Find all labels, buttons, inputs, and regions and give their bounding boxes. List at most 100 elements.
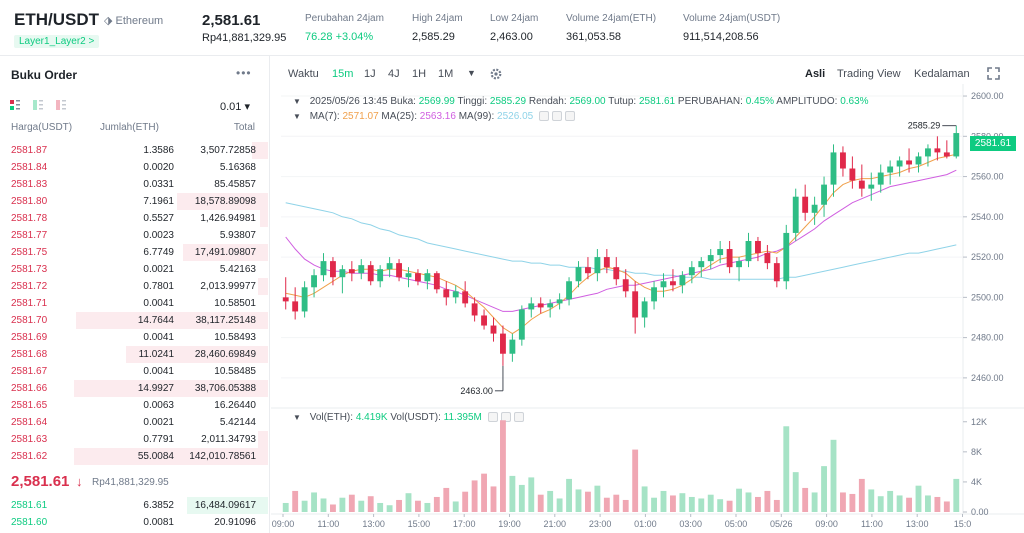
ask-row[interactable]: 2581.73 0.0021 5.42163 [0, 261, 270, 278]
order-price: 2581.63 [11, 434, 48, 445]
view-tradingview[interactable]: Trading View [837, 68, 901, 80]
candle-body [849, 168, 856, 181]
candle-body [641, 301, 648, 318]
volume-bar [452, 501, 459, 512]
interval-4j[interactable]: 4J [388, 68, 400, 80]
view-original[interactable]: Asli [805, 68, 826, 80]
price-tick-label: 2480.00 [971, 333, 1004, 343]
more-icon[interactable]: ••• [236, 66, 252, 80]
ask-row[interactable]: 2581.77 0.0023 5.93807 [0, 227, 270, 244]
candle-body [566, 281, 572, 300]
ask-row[interactable]: 2581.70 14.7644 38,117.25148 [0, 312, 270, 329]
category-tag[interactable]: Layer1_Layer2 > [14, 35, 100, 48]
ma-info: ▼ MA(7): 2571.07 MA(25): 2563.16 MA(99):… [293, 111, 575, 122]
view-depth[interactable]: Kedalaman [914, 68, 970, 80]
volume-bar [622, 499, 629, 512]
bid-row[interactable]: 2581.61 6.3852 16,484.09617 [0, 497, 270, 514]
stat-change-label: Perubahan 24jam [305, 13, 384, 24]
volume-bar [688, 496, 695, 512]
interval-15m[interactable]: 15m [332, 68, 354, 80]
ask-row[interactable]: 2581.71 0.0041 10.58501 [0, 295, 270, 312]
interval-1j[interactable]: 1J [364, 68, 376, 80]
last-price-idr: Rp41,881,329.95 [202, 32, 287, 44]
precision-select[interactable]: 0.01 ▾ [220, 101, 250, 113]
settings-icon[interactable] [551, 111, 562, 122]
interval-1h[interactable]: 1H [412, 68, 427, 80]
low-marker-label: 2463.00 [460, 386, 493, 396]
ask-row[interactable]: 2581.66 14.9927 38,706.05388 [0, 380, 270, 397]
eye-icon[interactable] [487, 412, 498, 423]
depth-bar [74, 448, 268, 465]
ask-row[interactable]: 2581.67 0.0041 10.58485 [0, 363, 270, 380]
candle-body [500, 333, 506, 354]
ask-row[interactable]: 2581.68 11.0241 28,460.69849 [0, 346, 270, 363]
candle-body [802, 196, 809, 213]
interval-1m[interactable]: 1M [438, 68, 454, 80]
time-tick-label: 15:0 [954, 519, 972, 529]
ohlc-info: ▼ 2025/05/26 13:45 Buka: 2569.99 Tinggi:… [293, 96, 869, 107]
ask-row[interactable]: 2581.64 0.0021 5.42144 [0, 414, 270, 431]
order-amount: 0.0081 [143, 517, 174, 528]
ask-row[interactable]: 2581.62 55.0084 142,010.78561 [0, 448, 270, 465]
ask-row[interactable]: 2581.65 0.0063 16.26440 [0, 397, 270, 414]
collapse-caret-icon[interactable]: ▼ [293, 97, 301, 106]
candle-body [755, 240, 761, 254]
candle-body [452, 291, 459, 298]
order-total: 2,013.99977 [200, 281, 256, 292]
order-amount: 0.0041 [143, 366, 174, 377]
time-tick-label: 13:00 [362, 519, 385, 529]
ask-row[interactable]: 2581.72 0.7801 2,013.99977 [0, 278, 270, 295]
ma99-line [285, 202, 957, 280]
settings-icon[interactable] [500, 412, 511, 423]
ask-row[interactable]: 2581.83 0.0331 85.45857 [0, 176, 270, 193]
asks-only-icon[interactable] [56, 100, 66, 110]
gear-icon[interactable] [490, 68, 502, 80]
volume-bar [641, 486, 648, 512]
mid-price-idr: Rp41,881,329.95 [92, 477, 169, 488]
candle-body [433, 273, 440, 290]
candle-body [594, 257, 601, 274]
volume-bar [481, 473, 487, 512]
ask-row[interactable]: 2581.69 0.0041 10.58493 [0, 329, 270, 346]
candle-body [792, 196, 799, 233]
volume-bar [707, 494, 714, 512]
volume-bar [679, 493, 686, 512]
collapse-caret-icon[interactable]: ▼ [293, 413, 301, 422]
open-value: 2569.99 [418, 96, 455, 107]
candlestick-chart[interactable]: 2600.002580.002560.002540.002520.002500.… [271, 56, 1024, 533]
both-sides-icon[interactable] [10, 100, 20, 110]
candle-body [585, 267, 591, 274]
bids-only-icon[interactable] [33, 100, 43, 110]
amplitude-label: AMPLITUDO: [776, 96, 838, 107]
last-price-tag: 2581.61 [970, 136, 1016, 151]
ask-row[interactable]: 2581.75 6.7749 17,491.09807 [0, 244, 270, 261]
ask-row[interactable]: 2581.78 0.5527 1,426.94981 [0, 210, 270, 227]
bid-row[interactable]: 2581.60 0.0081 20.91096 [0, 514, 270, 531]
stat-high-label: High 24jam [412, 13, 463, 24]
candle-body [311, 275, 317, 288]
candle-body [707, 255, 714, 262]
more-intervals-dropdown-icon[interactable]: ▼ [467, 68, 476, 78]
pair-title[interactable]: ETH/USDT [14, 10, 99, 29]
volume-tick-label: 4K [971, 477, 982, 487]
high-value: 2585.29 [489, 96, 527, 107]
order-amount: 1.3586 [143, 145, 174, 156]
close-value: 2581.61 [638, 96, 676, 107]
close-icon[interactable] [513, 412, 524, 423]
fullscreen-icon[interactable] [987, 67, 1000, 80]
network-icon: ⬗ [104, 15, 113, 27]
order-total: 10.58485 [214, 366, 256, 377]
collapse-caret-icon[interactable]: ▼ [293, 112, 301, 121]
close-icon[interactable] [564, 111, 575, 122]
eye-icon[interactable] [538, 111, 549, 122]
ask-row[interactable]: 2581.87 1.3586 3,507.72858 [0, 142, 270, 159]
candle-body [282, 297, 289, 302]
order-amount: 0.7791 [143, 434, 174, 445]
ask-row[interactable]: 2581.63 0.7791 2,011.34793 [0, 431, 270, 448]
ma7-value: 2571.07 [342, 111, 379, 122]
ask-row[interactable]: 2581.80 7.1961 18,578.89098 [0, 193, 270, 210]
ask-row[interactable]: 2581.84 0.0020 5.16368 [0, 159, 270, 176]
order-total: 5.16368 [219, 162, 256, 173]
volume-bar [830, 439, 837, 512]
order-total: 5.42163 [219, 264, 256, 275]
